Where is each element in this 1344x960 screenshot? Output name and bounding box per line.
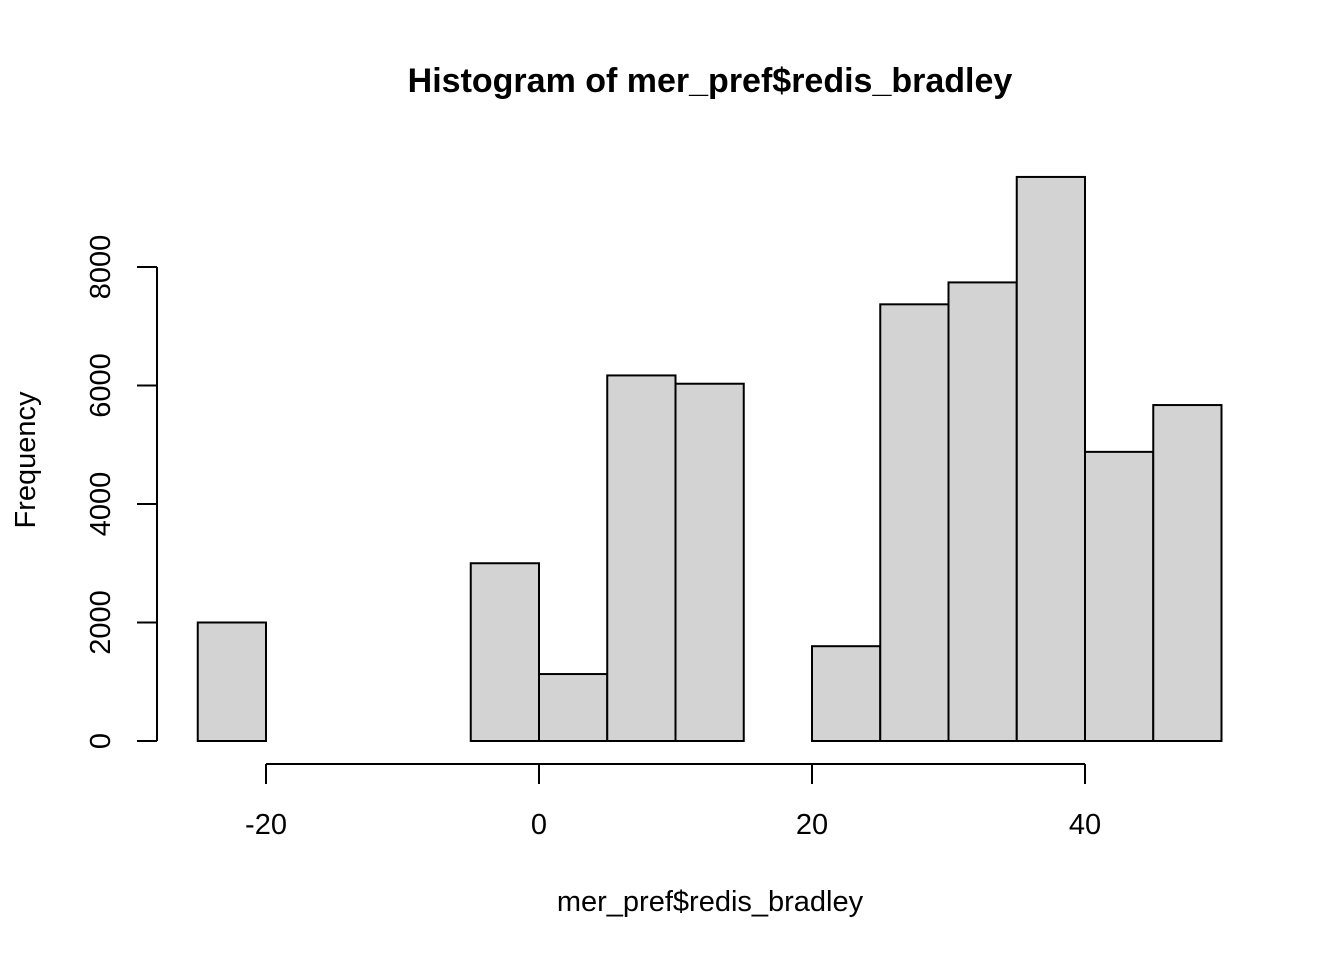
y-tick-label: 2000 — [85, 590, 117, 655]
y-tick-label: 0 — [85, 733, 117, 749]
x-tick-label: 20 — [796, 809, 828, 841]
y-axis-label: Frequency — [10, 391, 42, 529]
x-axis-label: mer_pref$redis_bradley — [557, 886, 864, 918]
histogram-bar-12 — [1015, 175, 1086, 742]
x-tick-label: -20 — [245, 809, 287, 841]
x-tick-label: 40 — [1069, 809, 1101, 841]
histogram-bars — [196, 175, 1223, 743]
histogram-bar-6 — [606, 374, 677, 742]
y-tick-label: 8000 — [85, 235, 117, 300]
histogram-bar-7 — [674, 382, 745, 742]
histogram-bar-5 — [538, 673, 609, 742]
histogram-bar-0 — [196, 621, 267, 742]
histogram-bar-13 — [1084, 450, 1155, 742]
histogram-bar-9 — [811, 645, 882, 743]
histogram-bar-11 — [947, 281, 1018, 742]
histogram-bar-10 — [879, 303, 950, 742]
y-axis: 0 2000 4000 6000 8000 — [85, 235, 158, 749]
chart-title: Histogram of mer_pref$redis_bradley — [408, 62, 1013, 100]
y-tick-label: 4000 — [85, 472, 117, 537]
x-tick-label: 0 — [531, 809, 547, 841]
x-axis: -20 0 20 40 — [245, 763, 1101, 841]
histogram-bar-4 — [469, 562, 540, 742]
histogram-bar-14 — [1152, 404, 1223, 742]
y-tick-label: 6000 — [85, 353, 117, 418]
